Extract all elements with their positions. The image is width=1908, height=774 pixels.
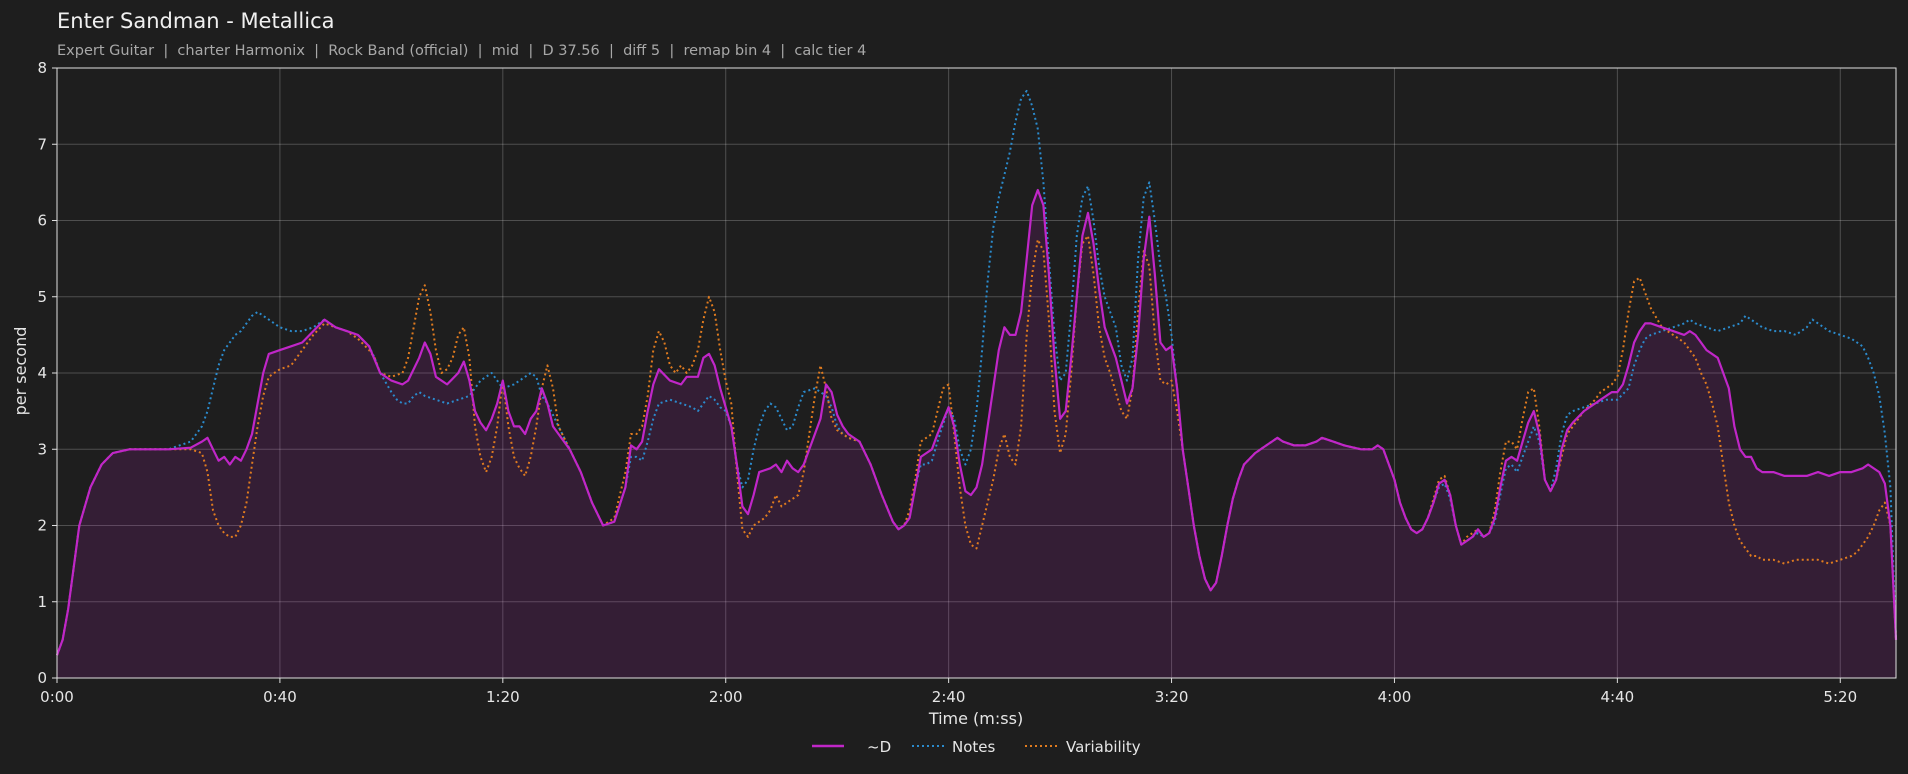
x-tick-label: 5:20 — [1823, 688, 1857, 706]
y-tick-label: 7 — [37, 135, 47, 153]
series-area-d — [57, 190, 1896, 678]
legend: ~D Notes Variability — [812, 738, 1141, 756]
x-tick-label: 4:00 — [1378, 688, 1412, 706]
y-axis: 0 1 2 3 4 5 6 7 8 — [37, 59, 57, 687]
legend-label: Notes — [952, 738, 996, 756]
x-tick-label: 1:20 — [486, 688, 520, 706]
x-tick-label: 2:40 — [932, 688, 966, 706]
series-line-notes — [56, 89, 1897, 656]
y-tick-label: 8 — [37, 59, 47, 77]
chart-title: Enter Sandman - Metallica — [57, 9, 335, 33]
y-axis-label: per second — [11, 327, 30, 416]
y-tick-label: 0 — [37, 669, 47, 687]
y-tick-label: 4 — [37, 364, 47, 382]
y-tick-label: 5 — [37, 288, 47, 306]
x-tick-label: 4:40 — [1601, 688, 1635, 706]
line-layer — [55, 89, 1898, 656]
y-tick-label: 3 — [37, 440, 47, 458]
y-tick-label: 1 — [37, 593, 47, 611]
x-axis-label: Time (m:ss) — [928, 709, 1023, 728]
x-tick-label: 3:20 — [1155, 688, 1189, 706]
series-line-d — [55, 188, 1898, 656]
x-tick-label: 2:00 — [709, 688, 743, 706]
legend-label: Variability — [1066, 738, 1141, 756]
area-layer — [57, 190, 1896, 678]
y-tick-label: 2 — [37, 517, 47, 535]
x-tick-label: 0:40 — [263, 688, 297, 706]
chart-subtitle: Expert Guitar | charter Harmonix | Rock … — [57, 43, 866, 59]
series-line-variability — [56, 234, 1897, 656]
y-tick-label: 6 — [37, 212, 47, 230]
x-axis: 0:00 0:40 1:20 2:00 2:40 3:20 4:00 4:40 5:20 — [40, 678, 1857, 706]
legend-label: ~D — [867, 738, 891, 756]
x-tick-label: 0:00 — [40, 688, 74, 706]
